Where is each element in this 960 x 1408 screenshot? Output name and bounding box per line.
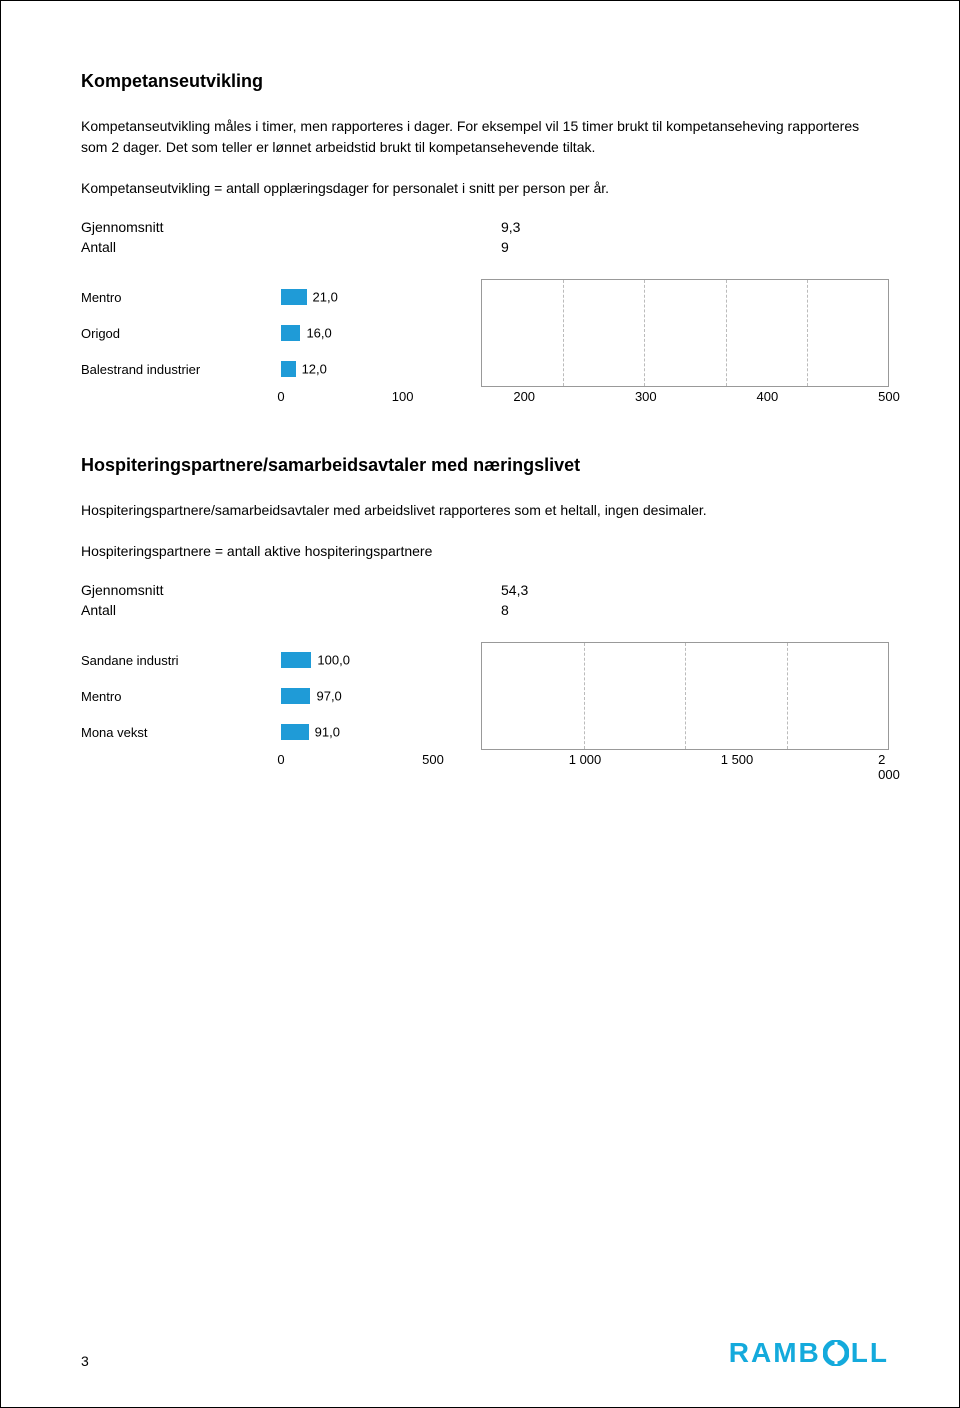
chart-bar <box>281 289 307 305</box>
stat-value: 9,3 <box>501 219 520 235</box>
stat-label: Antall <box>81 602 501 618</box>
stat-label: Antall <box>81 239 501 255</box>
chart-plot: 16,0 <box>281 315 889 351</box>
section1-para1: Kompetanseutvikling måles i timer, men r… <box>81 116 889 158</box>
chart-row: Mentro 97,0 <box>81 678 889 714</box>
logo-text-after: LL <box>851 1337 889 1369</box>
chart-bar <box>281 325 300 341</box>
chart-bar-value: 91,0 <box>315 725 340 740</box>
ramboll-logo: RAMB LL <box>729 1337 889 1369</box>
chart-plot: 12,0 <box>281 351 889 387</box>
chart-tick: 2 000 <box>878 752 900 782</box>
chart-axis: 0100200300400500 <box>81 389 889 407</box>
chart-wrapper: Mentro 21,0 Origod 16,0 Balestrand industrie… <box>81 279 889 387</box>
chart-plot: 91,0 <box>281 714 889 750</box>
chart-tick: 0 <box>277 389 284 404</box>
stat-label: Gjennomsnitt <box>81 582 501 598</box>
chart-wrapper: Sandane industri 100,0 Mentro 97,0 Mona veks… <box>81 642 889 750</box>
stat-row: Gjennomsnitt 54,3 <box>81 582 889 598</box>
chart-axis-ticks: 05001 0001 5002 000 <box>281 752 889 770</box>
stat-row: Antall 9 <box>81 239 889 255</box>
section2-para1: Hospiteringspartnere/samarbeidsavtaler m… <box>81 500 889 521</box>
stat-row: Gjennomsnitt 9,3 <box>81 219 889 235</box>
chart-row: Mentro 21,0 <box>81 279 889 315</box>
chart-tick: 1 000 <box>569 752 602 767</box>
chart-bar <box>281 361 296 377</box>
chart-row-label: Origod <box>81 326 281 341</box>
chart-bar-value: 97,0 <box>316 689 341 704</box>
chart-tick: 400 <box>757 389 779 404</box>
stat-row: Antall 8 <box>81 602 889 618</box>
chart-tick: 1 500 <box>721 752 754 767</box>
chart-plot: 100,0 <box>281 642 889 678</box>
chart-tick: 200 <box>513 389 535 404</box>
chart-row-label: Mentro <box>81 290 281 305</box>
section2-title: Hospiteringspartnere/samarbeidsavtaler m… <box>81 455 889 476</box>
stat-value: 8 <box>501 602 509 618</box>
stat-label: Gjennomsnitt <box>81 219 501 235</box>
chart-row: Origod 16,0 <box>81 315 889 351</box>
chart-row: Sandane industri 100,0 <box>81 642 889 678</box>
chart-tick: 500 <box>878 389 900 404</box>
chart-tick: 500 <box>422 752 444 767</box>
chart-bar <box>281 724 309 740</box>
logo-o-icon <box>823 1340 849 1366</box>
chart-tick: 100 <box>392 389 414 404</box>
section2-stats: Gjennomsnitt 54,3 Antall 8 <box>81 582 889 618</box>
section2-para2: Hospiteringspartnere = antall aktive hos… <box>81 541 889 562</box>
section1-stats: Gjennomsnitt 9,3 Antall 9 <box>81 219 889 255</box>
logo-text-before: RAMB <box>729 1337 821 1369</box>
chart-bar-value: 12,0 <box>302 362 327 377</box>
chart-tick: 0 <box>277 752 284 767</box>
section1-chart: Mentro 21,0 Origod 16,0 Balestrand industrie… <box>81 279 889 407</box>
page-number: 3 <box>81 1353 89 1369</box>
chart-row: Mona vekst 91,0 <box>81 714 889 750</box>
chart-bar-value: 21,0 <box>313 290 338 305</box>
chart-axis: 05001 0001 5002 000 <box>81 752 889 770</box>
chart-row-label: Balestrand industrier <box>81 362 281 377</box>
section1-para2: Kompetanseutvikling = antall opplæringsd… <box>81 178 889 199</box>
stat-value: 9 <box>501 239 509 255</box>
chart-plot: 21,0 <box>281 279 889 315</box>
chart-plot: 97,0 <box>281 678 889 714</box>
chart-axis-ticks: 0100200300400500 <box>281 389 889 407</box>
chart-row: Balestrand industrier 12,0 <box>81 351 889 387</box>
chart-row-label: Mona vekst <box>81 725 281 740</box>
stat-value: 54,3 <box>501 582 528 598</box>
chart-row-label: Mentro <box>81 689 281 704</box>
chart-bar <box>281 688 310 704</box>
chart-row-label: Sandane industri <box>81 653 281 668</box>
chart-tick: 300 <box>635 389 657 404</box>
chart-bar-value: 100,0 <box>317 653 350 668</box>
page-footer: 3 RAMB LL <box>81 1337 889 1369</box>
page: Kompetanseutvikling Kompetanseutvikling … <box>0 0 960 1408</box>
chart-bar <box>281 652 311 668</box>
section1-title: Kompetanseutvikling <box>81 71 889 92</box>
section2-chart: Sandane industri 100,0 Mentro 97,0 Mona veks… <box>81 642 889 770</box>
chart-bar-value: 16,0 <box>306 326 331 341</box>
